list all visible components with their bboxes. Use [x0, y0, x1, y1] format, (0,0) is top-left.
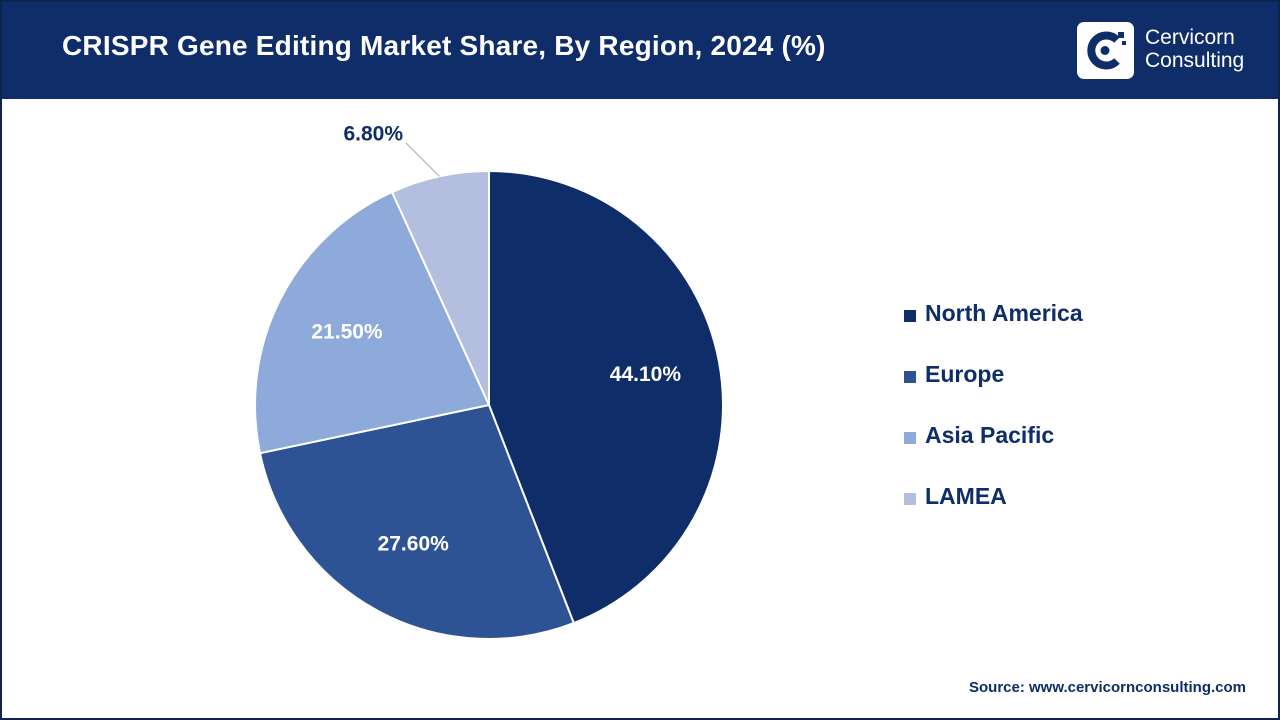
data-label-lamea: 6.80%: [343, 123, 403, 146]
pie-slice-asia-pacific: [254, 190, 491, 455]
logo-text: Cervicorn Consulting: [1145, 26, 1244, 72]
logo-mark-icon: [1077, 22, 1134, 79]
data-label-asia-pacific: 21.50%: [311, 321, 383, 344]
source-note: Source: www.cervicornconsulting.com: [968, 679, 1246, 696]
leader-line-lamea: [405, 142, 440, 177]
company-logo: Cervicorn Consulting: [1077, 22, 1257, 80]
pie-slice-lamea: [390, 169, 490, 406]
legend-swatch-europe: [904, 371, 916, 383]
chart-title: CRISPR Gene Editing Market Share, By Reg…: [62, 30, 826, 61]
pie-slice-north-america: [488, 169, 724, 625]
legend-label-lamea: LAMEA: [925, 483, 1007, 509]
header-bar: CRISPR Gene Editing Market Share, By Reg…: [2, 2, 1278, 99]
logo-line-2: Consulting: [1145, 49, 1245, 72]
legend-label-europe: Europe: [925, 361, 1005, 387]
logo-line-1: Cervicorn: [1145, 26, 1235, 49]
legend-label-asia-pacific: Asia Pacific: [925, 422, 1055, 448]
legend-label-north-america: North America: [925, 300, 1083, 326]
data-label-north-america: 44.10%: [610, 363, 682, 386]
legend-swatch-asia-pacific: [904, 432, 916, 444]
legend-swatch-lamea: [904, 493, 916, 505]
legend-swatch-north-america: [904, 310, 916, 322]
pie-slice-europe: [258, 403, 576, 640]
data-label-europe: 27.60%: [378, 532, 450, 555]
